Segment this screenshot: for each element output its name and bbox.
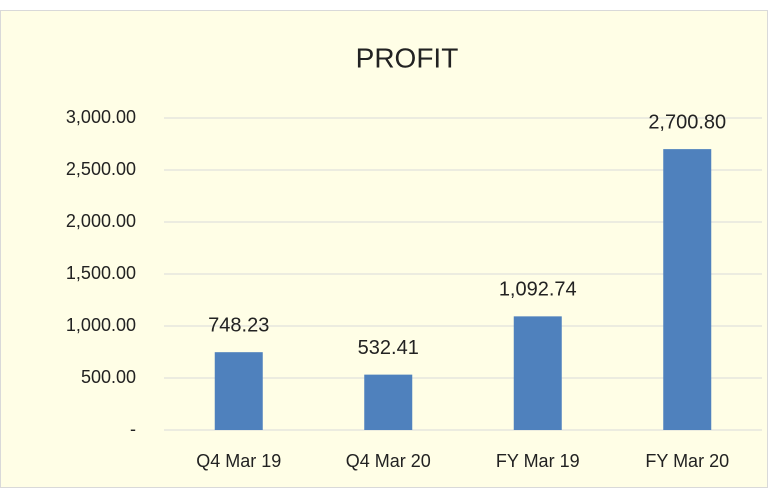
- x-tick-label: Q4 Mar 19: [196, 451, 281, 471]
- data-label: 1,092.74: [499, 279, 577, 301]
- bar: [513, 316, 562, 430]
- x-tick-label: FY Mar 20: [645, 451, 729, 471]
- bar: [214, 352, 263, 430]
- y-tick-label: 3,000.00: [66, 107, 136, 127]
- y-tick-label: 1,500.00: [66, 263, 136, 283]
- bar: [364, 374, 413, 430]
- data-label: 532.41: [358, 337, 419, 359]
- x-tick-label: FY Mar 19: [496, 451, 580, 471]
- y-tick-label: -: [130, 419, 136, 439]
- y-tick-label: 1,000.00: [66, 315, 136, 335]
- chart-title: PROFIT: [356, 42, 459, 73]
- data-label: 748.23: [208, 314, 269, 336]
- y-tick-label: 2,000.00: [66, 211, 136, 231]
- x-tick-label: Q4 Mar 20: [346, 451, 431, 471]
- data-label: 2,700.80: [648, 111, 726, 133]
- y-tick-label: 2,500.00: [66, 159, 136, 179]
- y-tick-label: 500.00: [81, 367, 136, 387]
- bar: [663, 149, 712, 430]
